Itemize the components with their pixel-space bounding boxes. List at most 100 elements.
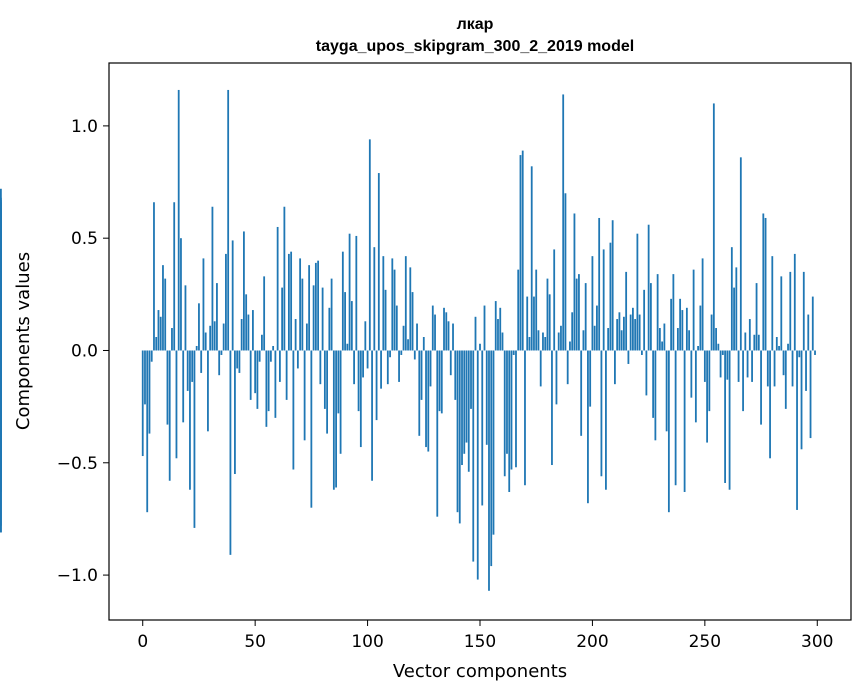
bar (335, 350, 337, 488)
bar (607, 328, 610, 351)
bar (301, 278, 304, 351)
bar (328, 307, 331, 351)
bar (398, 350, 400, 382)
bar (771, 256, 774, 351)
bar (474, 316, 477, 351)
bar (542, 332, 544, 351)
bar (371, 350, 373, 481)
bar (562, 94, 565, 351)
bar (218, 350, 221, 376)
bar (382, 256, 385, 351)
bar (629, 314, 632, 351)
bar (452, 323, 454, 351)
bar (240, 319, 243, 351)
bar (602, 249, 605, 351)
bar (269, 350, 272, 362)
bar (481, 350, 484, 506)
bar (413, 350, 416, 360)
bar (454, 350, 457, 400)
bar (463, 350, 466, 454)
bar (796, 350, 798, 510)
bar (220, 350, 223, 355)
bar (760, 350, 762, 425)
bar (515, 350, 517, 468)
bar (434, 314, 436, 351)
x-tick-label: 0 (137, 632, 148, 652)
bar (625, 271, 628, 351)
bar (425, 350, 427, 448)
bar (395, 305, 398, 351)
bar (377, 173, 380, 351)
bar (281, 287, 284, 351)
bar (321, 287, 324, 351)
bar (146, 350, 149, 513)
bar (692, 269, 695, 351)
bar (721, 350, 724, 355)
y-tick-label: 1.0 (71, 117, 98, 137)
bar (503, 350, 506, 477)
bar (332, 350, 335, 490)
bar (769, 350, 771, 459)
bar (186, 350, 189, 391)
bar (346, 343, 349, 351)
bar (231, 240, 234, 351)
bar (614, 350, 616, 385)
bar (589, 350, 592, 407)
bar (645, 350, 648, 396)
bar (0, 350, 2, 533)
bar (191, 350, 194, 382)
bar (497, 319, 499, 351)
bar (317, 260, 320, 351)
bar (710, 314, 713, 351)
bar (560, 325, 562, 351)
bar (591, 256, 594, 351)
bar (245, 294, 248, 351)
bar (299, 258, 302, 351)
bar (712, 103, 715, 351)
bar (735, 267, 738, 351)
bar (409, 267, 412, 351)
bar (699, 305, 702, 351)
bar (362, 350, 364, 378)
bar (348, 233, 351, 351)
bar (393, 269, 396, 351)
x-tick-label: 250 (689, 632, 721, 652)
bar (665, 350, 668, 432)
bar (404, 256, 407, 351)
chart-subtitle: tayga_upos_skipgram_300_2_2019 model (316, 38, 634, 55)
bar (411, 292, 414, 351)
bar (600, 350, 603, 477)
bar (164, 278, 167, 351)
bar (272, 345, 275, 351)
bar (157, 310, 160, 351)
bar (634, 319, 637, 351)
bar (798, 350, 801, 358)
bar (168, 350, 171, 481)
bar (728, 350, 731, 490)
bar (211, 206, 214, 351)
bar (249, 350, 252, 400)
bar (681, 310, 684, 351)
x-tick-label: 200 (576, 632, 608, 652)
bar (429, 350, 432, 387)
bar (587, 350, 589, 504)
bar (200, 350, 203, 373)
bar (557, 332, 560, 351)
bar (229, 350, 232, 555)
x-axis-label: Vector components (393, 661, 567, 682)
bar (407, 339, 409, 351)
bar (566, 350, 569, 385)
bar (483, 305, 486, 351)
bar (811, 296, 814, 351)
bar (202, 258, 205, 351)
bar (805, 350, 807, 391)
bar (517, 269, 520, 351)
bar (548, 294, 551, 351)
plot-frame (108, 62, 852, 621)
bar (375, 350, 378, 421)
x-axis-ticks: 0 50 100 150 200 250 300 (137, 620, 833, 652)
bar (609, 242, 612, 351)
bar (690, 350, 693, 398)
x-tick-label: 300 (801, 632, 833, 652)
bar (153, 202, 155, 351)
